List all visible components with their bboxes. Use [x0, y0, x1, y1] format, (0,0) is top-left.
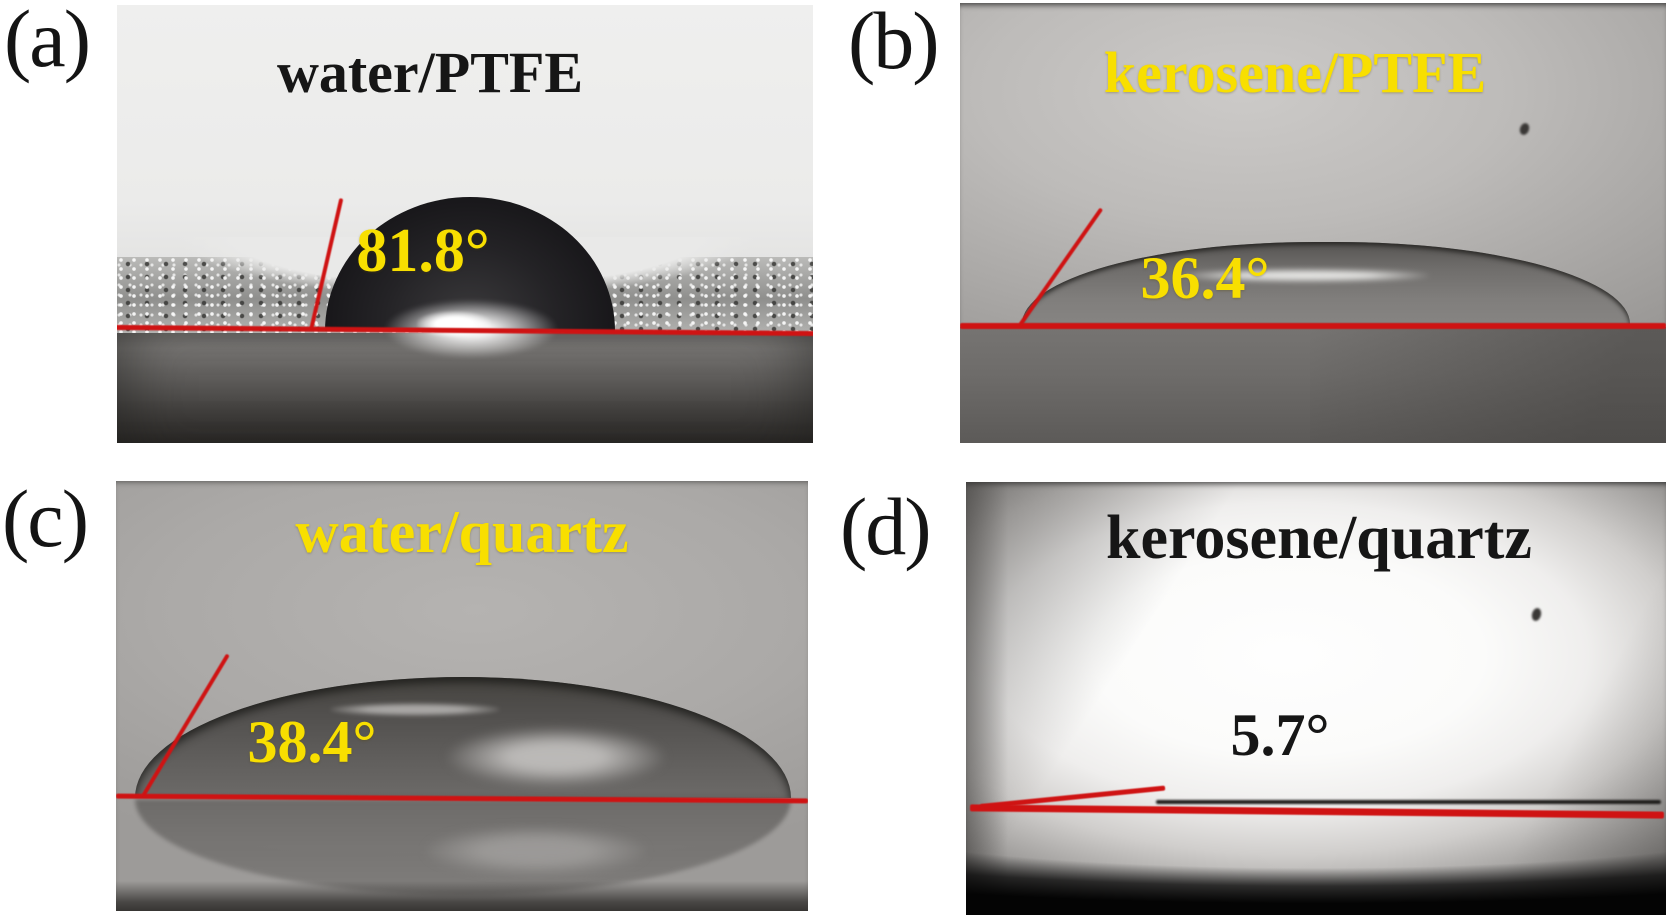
contact-angle-value: 36.4° [1140, 245, 1270, 311]
panel-title: water/PTFE [276, 40, 584, 105]
reflection-highlight [426, 827, 646, 875]
contact-angle-value: 38.4° [247, 709, 377, 775]
panel-label-b: (b) [848, 0, 940, 86]
contact-angle-value: 5.7° [1230, 702, 1330, 768]
substrate-below-surface [960, 327, 1666, 443]
droplet-inner-arc [330, 703, 500, 716]
panel-title: kerosene/quartz [1106, 504, 1532, 572]
panel-title: water/quartz [295, 499, 629, 565]
droplet-highlight-streak [1180, 269, 1430, 282]
photo-kerosene-quartz: kerosene/quartz 5.7° [966, 482, 1666, 915]
photo-kerosene-ptfe: kerosene/PTFE 36.4° [960, 3, 1666, 443]
droplet-surface-line [1156, 800, 1661, 804]
contact-angle-value: 81.8° [356, 217, 490, 285]
photo-bottom-shadow [116, 881, 808, 911]
panel-title: kerosene/PTFE [1103, 40, 1487, 105]
dust-speck [1518, 121, 1531, 137]
panel-label-c: (c) [2, 473, 89, 564]
droplet-highlight [446, 727, 666, 787]
photo-water-quartz: water/quartz 38.4° [116, 481, 808, 911]
photo-water-ptfe: water/PTFE 81.8° [117, 5, 813, 443]
photo-bottom-black-band [966, 818, 1666, 915]
substrate-shading [1310, 327, 1666, 443]
panel-label-d: (d) [840, 481, 932, 572]
baseline-line [960, 323, 1666, 329]
panel-label-a: (a) [4, 0, 91, 84]
